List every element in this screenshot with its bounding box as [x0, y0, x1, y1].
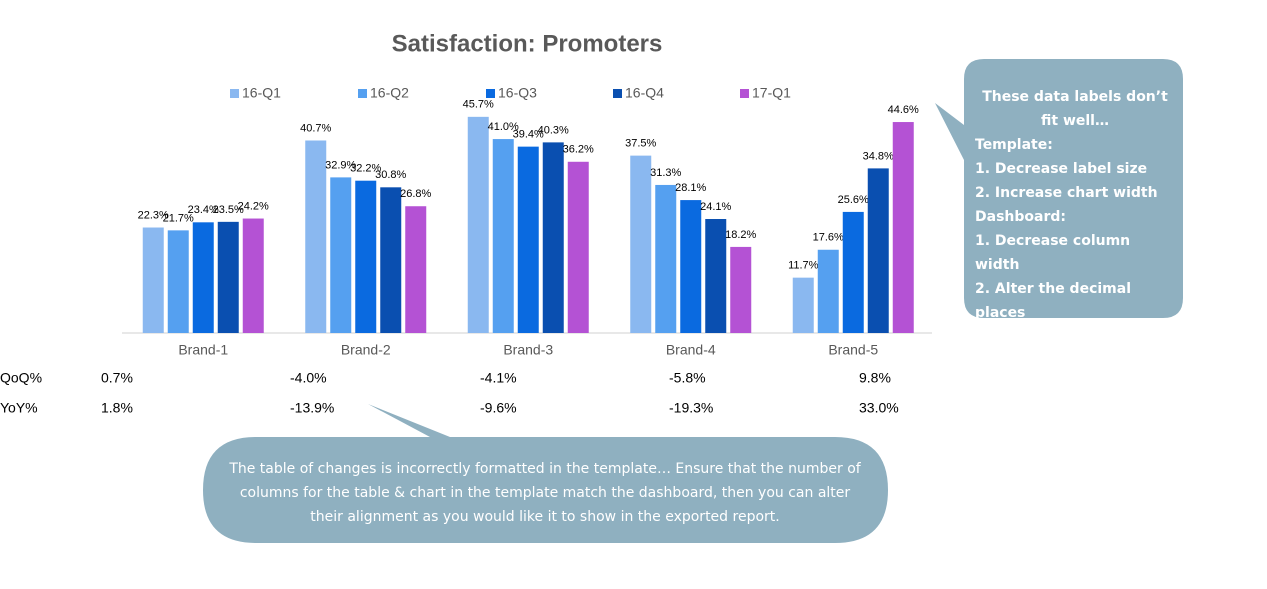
bar — [792, 277, 814, 333]
table-cell: -19.3% — [669, 400, 713, 416]
table-cell: 0.7% — [101, 370, 133, 386]
legend-label: 17-Q1 — [752, 85, 791, 101]
data-label: 37.5% — [625, 138, 656, 150]
data-label: 31.3% — [650, 167, 681, 179]
data-label: 41.0% — [488, 121, 519, 133]
data-label: 39.4% — [513, 129, 544, 141]
bar — [680, 200, 702, 333]
bar — [380, 187, 402, 333]
table-cell: -4.1% — [480, 370, 517, 386]
callout-line: 2. Alter the decimal places (Settings>Me… — [975, 281, 1132, 345]
table-cell: 1.8% — [101, 400, 133, 416]
x-tick-label: Brand-3 — [503, 342, 553, 358]
bar — [517, 146, 539, 333]
bar — [892, 122, 914, 334]
data-label: 18.2% — [725, 229, 756, 241]
data-label: 22.3% — [138, 209, 169, 221]
table-cell: 33.0% — [859, 400, 899, 416]
bar — [192, 222, 214, 333]
data-label: 32.2% — [350, 163, 381, 175]
table-cell: -5.8% — [669, 370, 706, 386]
bar — [217, 221, 239, 333]
data-label: 17.6% — [813, 232, 844, 244]
data-label: 34.8% — [863, 150, 894, 162]
bar — [355, 180, 377, 333]
callout-line: Template: — [975, 137, 1053, 153]
bar — [705, 219, 727, 333]
callout-line: Dashboard: — [975, 209, 1066, 225]
bar — [867, 168, 889, 333]
legend-label: 16-Q2 — [370, 85, 409, 101]
legend-swatch — [740, 89, 749, 98]
chart-title: Satisfaction: Promoters — [392, 30, 663, 57]
callout-line: 1. Decrease label size — [975, 161, 1148, 177]
data-label: 24.2% — [238, 200, 269, 212]
data-label: 25.6% — [838, 194, 869, 206]
data-label: 45.7% — [463, 99, 494, 111]
legend-swatch — [486, 89, 495, 98]
bar — [567, 161, 589, 333]
data-label: 36.2% — [563, 144, 594, 156]
data-label: 24.1% — [700, 201, 731, 213]
x-tick-label: Brand-4 — [666, 342, 716, 358]
callout-bubble — [203, 404, 888, 543]
table-cell: -13.9% — [290, 400, 334, 416]
bar — [730, 246, 752, 333]
bar — [817, 249, 839, 333]
bar — [842, 211, 864, 333]
data-label: 32.9% — [325, 159, 356, 171]
callout-line: 1. Decrease column width — [975, 233, 1131, 273]
data-label: 44.6% — [888, 104, 919, 116]
bar — [330, 177, 352, 333]
bar — [492, 139, 514, 333]
data-label: 11.7% — [788, 260, 819, 272]
data-label: 40.7% — [300, 122, 331, 134]
callout-bubble — [935, 59, 1183, 318]
data-label: 30.8% — [375, 169, 406, 181]
bar — [242, 218, 264, 333]
data-label: 26.8% — [400, 188, 431, 200]
bar — [167, 230, 189, 333]
data-label: 40.3% — [538, 124, 569, 136]
data-label: 23.4% — [188, 204, 219, 216]
legend-swatch — [230, 89, 239, 98]
bar — [542, 142, 564, 333]
legend-swatch — [613, 89, 622, 98]
callout-text: The table of changes is incorrectly form… — [225, 457, 865, 529]
bar — [405, 206, 427, 333]
bar — [655, 184, 677, 333]
legend-swatch — [358, 89, 367, 98]
callout-line: 2. Increase chart width — [975, 185, 1158, 201]
x-tick-label: Brand-5 — [828, 342, 878, 358]
data-label: 23.5% — [213, 204, 244, 216]
row-label: YoY% — [0, 400, 38, 416]
row-label: QoQ% — [0, 370, 42, 386]
table-cell: -4.0% — [290, 370, 327, 386]
table-cell: -9.6% — [480, 400, 517, 416]
data-label: 21.7% — [163, 212, 194, 224]
bar — [142, 227, 164, 333]
bar — [467, 116, 489, 334]
legend-label: 16-Q3 — [498, 85, 537, 101]
x-tick-label: Brand-2 — [341, 342, 391, 358]
data-label: 28.1% — [675, 182, 706, 194]
table-cell: 9.8% — [859, 370, 891, 386]
callout-text: These data labels don’t fit well… Templat… — [975, 85, 1175, 349]
legend-label: 16-Q4 — [625, 85, 664, 101]
callout-line: These data labels don’t fit well… — [982, 89, 1168, 129]
callout-line: The table of changes is incorrectly form… — [229, 461, 861, 525]
bar — [630, 155, 652, 333]
bar — [305, 140, 327, 333]
x-tick-label: Brand-1 — [178, 342, 228, 358]
legend-label: 16-Q1 — [242, 85, 281, 101]
